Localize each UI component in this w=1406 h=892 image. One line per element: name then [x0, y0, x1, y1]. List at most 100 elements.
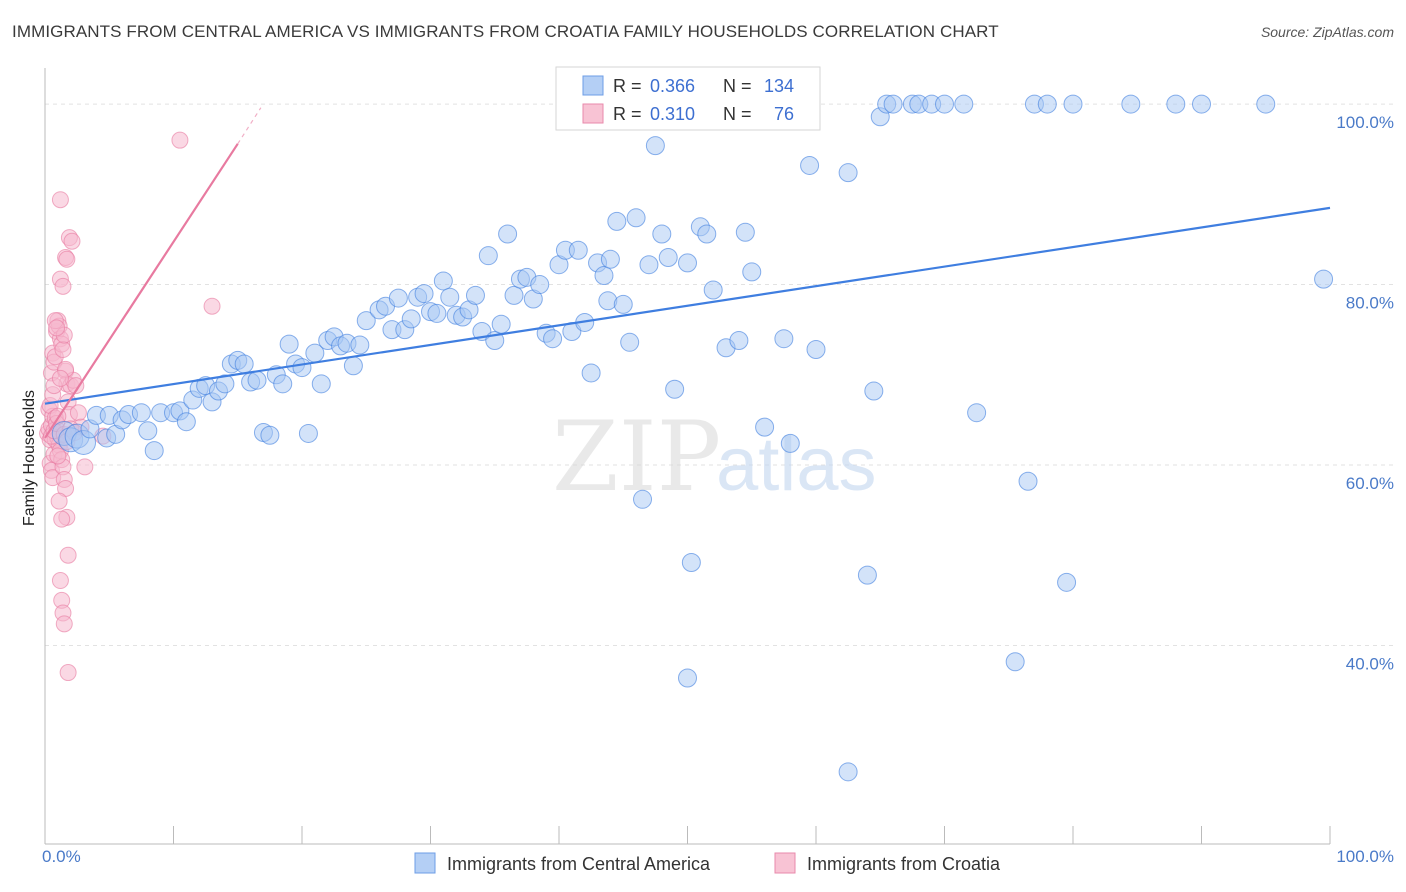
- central-america-point-105: [780, 433, 800, 453]
- central-america-point-94: [678, 253, 697, 273]
- croatia-point-74: [51, 369, 69, 387]
- central-america-point-45: [356, 311, 376, 331]
- stats-legend-swatch-central-america: [582, 75, 604, 96]
- y-tick-label-60: 60.0%: [1346, 474, 1394, 493]
- stats-legend-n-label-croatia: N =: [723, 104, 752, 124]
- stats-legend-n-croatia: 76: [774, 104, 794, 124]
- central-america-point-32: [273, 374, 293, 394]
- croatia-point-43: [51, 572, 69, 590]
- central-america-point-84: [607, 211, 627, 231]
- central-america-point-66: [498, 224, 518, 244]
- central-america-point-26: [234, 354, 254, 374]
- central-america-point-89: [639, 255, 659, 275]
- central-america-point-88: [633, 489, 653, 509]
- stats-legend-r-label-croatia: R =: [613, 104, 642, 124]
- central-america-point-118: [954, 94, 974, 114]
- central-america-point-93: [665, 379, 685, 399]
- central-america-point-15: [144, 441, 164, 461]
- croatia-point-46: [55, 615, 73, 633]
- central-america-point-65: [491, 314, 511, 334]
- stats-legend-r-label-central-america: R =: [613, 76, 642, 96]
- central-america-point-108: [838, 163, 858, 183]
- central-america-point-130: [1314, 269, 1334, 289]
- central-america-point-113: [883, 94, 903, 114]
- croatia-point-42: [59, 546, 77, 564]
- y-tick-label-80: 80.0%: [1346, 294, 1394, 313]
- croatia-trend-line-extension: [237, 107, 262, 145]
- watermark-atlas: atlas: [716, 422, 877, 507]
- y-tick-labels: 40.0% 60.0% 80.0% 100.0%: [1336, 113, 1394, 673]
- central-america-point-104: [774, 329, 794, 349]
- central-america-point-28: [247, 370, 267, 390]
- croatia-point-48: [51, 191, 69, 209]
- central-america-point-77: [568, 240, 588, 260]
- central-america-point-30: [260, 425, 280, 445]
- central-america-point-126: [1121, 94, 1141, 114]
- bottom-legend-swatch-croatia: [774, 852, 796, 874]
- central-america-point-33: [279, 334, 299, 354]
- stats-legend: R = 0.366 N = 134 R = 0.310 N = 76: [555, 66, 821, 131]
- central-america-point-100: [729, 331, 749, 351]
- x-tick-label-min: 0.0%: [42, 847, 81, 866]
- chart-source: Source: ZipAtlas.com: [1260, 24, 1394, 40]
- bottom-legend-label-central-america: Immigrants from Central America: [447, 854, 711, 874]
- croatia-trend-line: [44, 143, 239, 439]
- central-america-point-82: [598, 291, 618, 311]
- central-america-point-132: [678, 668, 697, 688]
- chart-title: IMMIGRANTS FROM CENTRAL AMERICA VS IMMIG…: [12, 22, 999, 41]
- croatia-point-52: [58, 250, 76, 268]
- central-america-trend-line: [44, 206, 1331, 405]
- central-america-point-123: [1037, 94, 1057, 114]
- croatia-point-59: [69, 404, 87, 422]
- central-america-point-36: [298, 423, 318, 443]
- central-america-point-97: [697, 224, 717, 244]
- watermark: ZIP atlas: [552, 401, 877, 513]
- x-tick-label-max: 100.0%: [1336, 847, 1394, 866]
- central-america-point-119: [967, 403, 987, 423]
- central-america-point-73: [543, 329, 563, 349]
- croatia-point-61: [76, 458, 94, 476]
- central-america-point-110: [864, 381, 884, 401]
- central-america-point-121: [1018, 471, 1038, 491]
- central-america-points: [51, 94, 1334, 782]
- croatia-point-72: [203, 297, 221, 315]
- central-america-point-53: [414, 284, 434, 304]
- croatia-point-58: [67, 377, 85, 395]
- central-america-point-55: [427, 303, 447, 323]
- central-america-point-128: [1192, 94, 1211, 114]
- bottom-legend: Immigrants from Central America Immigran…: [414, 852, 1001, 874]
- croatia-point-20: [54, 341, 72, 359]
- central-america-point-57: [440, 287, 460, 307]
- central-america-point-43: [343, 356, 363, 376]
- central-america-point-71: [530, 275, 550, 295]
- bottom-legend-label-croatia: Immigrants from Croatia: [807, 854, 1001, 874]
- bottom-legend-swatch-central-america: [414, 852, 436, 874]
- stats-legend-n-label-central-america: N =: [723, 76, 752, 96]
- central-america-point-91: [652, 224, 672, 244]
- central-america-point-12: [138, 421, 158, 441]
- central-america-point-106: [800, 155, 820, 175]
- y-axis-label: Family Households: [21, 390, 38, 526]
- central-america-point-38: [311, 374, 331, 394]
- stats-legend-r-central-america: 0.366: [650, 76, 695, 96]
- central-america-point-83: [600, 249, 620, 269]
- croatia-point-41: [53, 510, 71, 528]
- central-america-point-81: [594, 266, 614, 286]
- central-america-point-125: [1063, 94, 1083, 114]
- y-tick-label-40: 40.0%: [1346, 654, 1394, 673]
- central-america-point-23: [215, 374, 235, 394]
- croatia-point-56: [48, 319, 66, 337]
- central-america-point-11: [131, 403, 151, 423]
- central-america-point-95: [681, 552, 701, 572]
- croatia-point-54: [54, 277, 72, 295]
- central-america-point-87: [626, 208, 646, 228]
- central-america-point-17: [176, 412, 196, 432]
- central-america-point-61: [465, 285, 485, 305]
- trend-lines: [44, 107, 1331, 439]
- central-america-point-107: [806, 340, 826, 360]
- axes: [44, 68, 1331, 845]
- central-america-point-101: [735, 222, 755, 242]
- stats-legend-n-central-america: 134: [764, 76, 794, 96]
- central-america-point-127: [1166, 94, 1186, 114]
